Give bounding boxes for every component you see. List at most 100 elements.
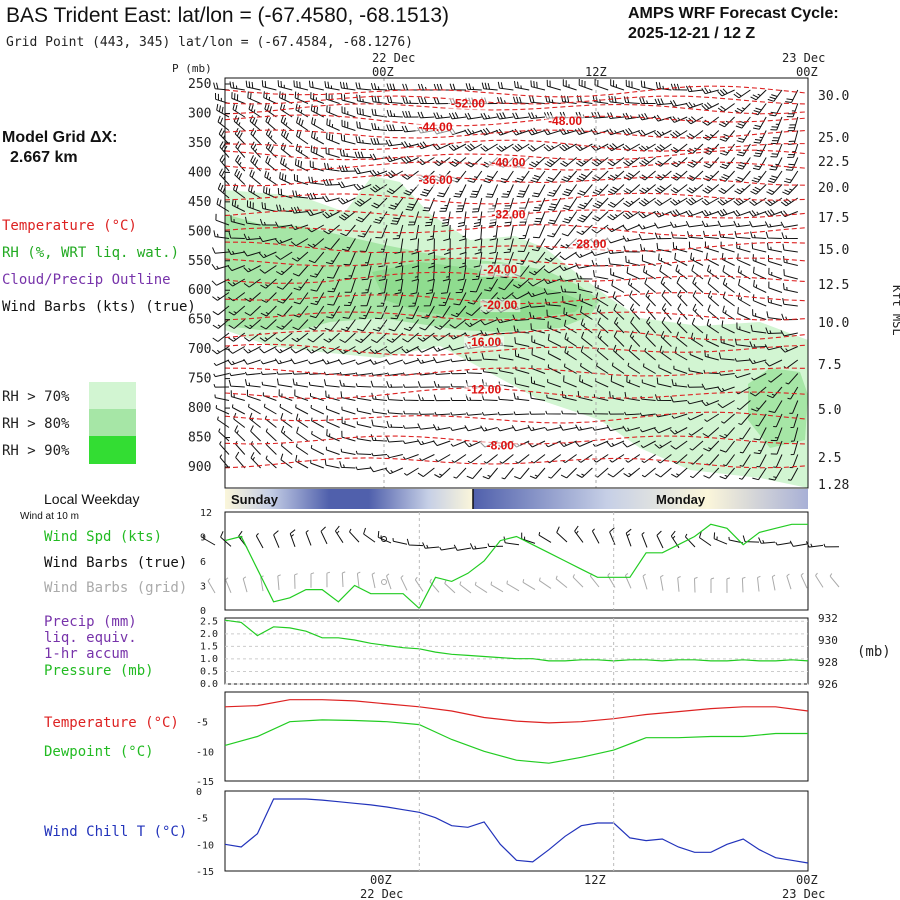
wind-barb <box>213 359 230 367</box>
wind-barb <box>607 112 625 119</box>
wind-barb <box>546 238 562 251</box>
wind-barb <box>723 454 735 467</box>
wind-barb <box>498 396 514 401</box>
wind-barb <box>561 224 577 237</box>
wind-barb <box>402 440 419 444</box>
wind-barb <box>211 346 230 355</box>
wind-barb <box>765 231 783 239</box>
wind-barb <box>235 154 246 172</box>
wind-barb <box>371 419 388 428</box>
wind-barb <box>373 211 388 224</box>
wind-barb <box>528 157 546 168</box>
true-wind-barb <box>758 537 776 544</box>
wind-barb <box>719 440 735 453</box>
wind-barb <box>227 278 246 287</box>
wind-barb <box>783 269 798 280</box>
wind-barb <box>790 440 799 456</box>
wind-barb <box>357 224 372 238</box>
temperature-contour-line <box>224 271 809 284</box>
wind-barb <box>246 200 261 212</box>
wind-barb <box>295 404 309 415</box>
wind-ytick-label: 3 <box>200 582 206 593</box>
pressure-ytick-label: 932 <box>818 612 838 625</box>
wind-barb <box>338 181 356 189</box>
wind-barb <box>562 211 578 224</box>
true-wind-barb <box>625 528 632 547</box>
wind-barb <box>489 238 499 254</box>
wind-barb <box>326 118 340 131</box>
wind-barb <box>560 157 577 167</box>
wind-barb <box>417 394 435 401</box>
wind-barb <box>764 344 783 351</box>
wind-barb <box>591 111 609 119</box>
wind-barb <box>385 358 403 365</box>
wind-barb <box>559 143 577 152</box>
wind-barb <box>528 301 546 308</box>
grid-wind-barb <box>371 572 376 589</box>
wind-barb <box>511 128 530 136</box>
wind-barb <box>250 425 261 442</box>
wind-barb <box>559 265 577 272</box>
wind-barb <box>217 182 230 199</box>
wind-barb <box>590 249 609 256</box>
temperature-contour-line <box>225 139 809 152</box>
wind-barb <box>785 373 799 385</box>
wind-barb <box>227 359 245 366</box>
wind-barb <box>561 170 577 182</box>
wind-barb <box>753 116 767 130</box>
temperature-ytick-label: -5 <box>196 718 208 729</box>
wind-barb <box>531 454 546 464</box>
kft-tick-label: 2.5 <box>818 451 841 466</box>
wind-barb <box>324 81 340 91</box>
wind-barb <box>439 197 451 212</box>
wind-barb <box>403 396 419 401</box>
wind-barb <box>630 316 641 334</box>
wind-barb <box>577 211 593 223</box>
wind-barb <box>701 220 719 228</box>
wind-barb <box>359 238 372 252</box>
wind-barb <box>392 224 404 240</box>
wind-barb <box>592 427 609 431</box>
wind-barb <box>480 112 498 120</box>
wind-barb <box>545 170 562 183</box>
wind-barb <box>433 97 451 105</box>
wind-barb <box>245 80 261 91</box>
wind-barb <box>419 454 435 462</box>
wind-barb <box>564 332 577 347</box>
wind-barb <box>375 224 388 239</box>
wind-barb <box>417 83 435 91</box>
wind-barb <box>322 346 340 354</box>
temperature-contour-line <box>224 329 809 341</box>
wind-barb <box>274 238 293 245</box>
wind-barb <box>654 143 672 153</box>
wind-barb <box>655 170 672 181</box>
wind-barb <box>669 221 688 228</box>
temperature-contour-label: -8.00 <box>487 438 515 452</box>
wind-barb <box>244 371 261 376</box>
wind-barb <box>692 303 704 320</box>
wind-barb <box>386 109 403 118</box>
wind-barb <box>228 379 245 388</box>
wind-barb <box>265 115 277 131</box>
wind-barb <box>529 411 546 415</box>
grid-wind-barb <box>522 579 536 591</box>
wind-barb <box>654 130 672 138</box>
wind-barb <box>561 410 577 415</box>
wind-barb <box>480 425 498 432</box>
wind-barb <box>562 454 577 464</box>
wind-barb <box>227 346 246 354</box>
wind-barb <box>417 111 435 119</box>
wind-chill-panel-frame <box>224 790 809 872</box>
wind-barb <box>403 319 419 332</box>
wind-barb <box>591 224 609 234</box>
wind-barb <box>387 372 403 376</box>
wind-barb <box>561 391 577 401</box>
wind-barb <box>231 404 246 415</box>
wind-barb <box>213 373 230 378</box>
wind-barb <box>260 319 277 330</box>
wind-barb <box>546 79 561 91</box>
wind-barb <box>212 247 230 254</box>
pressure-tick-label: 350 <box>188 136 211 151</box>
wind-barb <box>767 170 783 184</box>
wind-barb <box>388 197 404 210</box>
